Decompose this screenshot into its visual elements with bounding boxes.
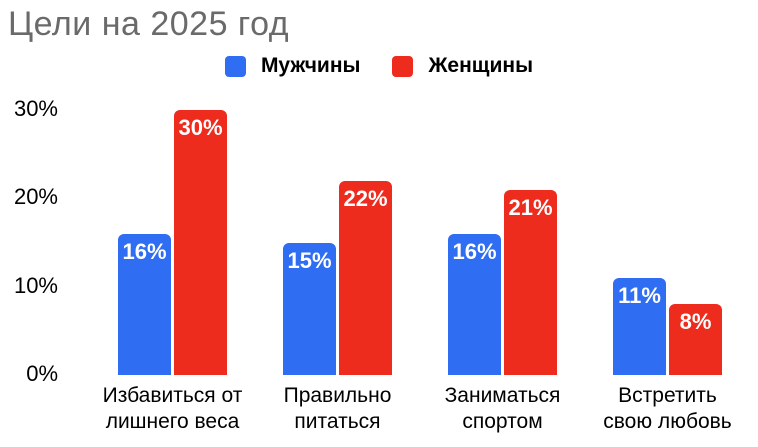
x-axis-label-line: лишнего веса xyxy=(105,410,240,433)
x-axis-label-line: спортом xyxy=(462,410,543,433)
bar-value-label: 15% xyxy=(287,248,332,273)
bar-value-label: 8% xyxy=(679,309,712,334)
legend-item-men: Мужчины xyxy=(224,54,361,78)
x-axis-label: Избавиться от лишнего веса xyxy=(90,383,255,435)
bar-value-label: 11% xyxy=(618,283,661,308)
bar-group: 11% 8% xyxy=(585,105,750,375)
bar-women: 21% xyxy=(504,190,557,375)
bar-value-label: 30% xyxy=(178,115,223,140)
legend-swatch-men-icon xyxy=(224,55,246,77)
x-axis-label: Заниматься спортом xyxy=(420,383,585,435)
bar-women: 30% xyxy=(174,110,227,375)
y-axis-tick-label: 10% xyxy=(13,273,58,298)
plot-area: 16% 30% 15% 22% 16% 21% 11% 8% xyxy=(90,105,750,375)
legend-label-men: Мужчины xyxy=(260,54,361,77)
bar-value-label: 16% xyxy=(122,239,167,264)
y-axis-tick-label: 20% xyxy=(13,184,58,209)
chart-title: Цели на 2025 год xyxy=(8,5,290,43)
x-axis-label: Правильно питаться xyxy=(255,383,420,435)
legend-swatch-women-icon xyxy=(392,55,414,77)
bar-value-label: 16% xyxy=(452,239,497,264)
x-axis-label: Встретить свою любовь xyxy=(585,383,750,435)
bar-men: 16% xyxy=(448,234,501,375)
y-axis-tick-label: 30% xyxy=(13,96,58,121)
x-axis-label-line: Встретить xyxy=(618,384,717,407)
legend-label-women: Женщины xyxy=(428,54,534,77)
y-axis-tick-label: 0% xyxy=(26,361,58,386)
x-axis-label-line: Заниматься xyxy=(444,384,561,407)
bar-men: 16% xyxy=(118,234,171,375)
bar-group: 15% 22% xyxy=(255,105,420,375)
bar-group: 16% 30% xyxy=(90,105,255,375)
x-axis: Избавиться от лишнего веса Правильно питать… xyxy=(90,383,750,435)
x-axis-label-line: Правильно xyxy=(283,384,392,407)
bar-value-label: 21% xyxy=(508,195,553,220)
bar-value-label: 22% xyxy=(343,186,388,211)
bar-women: 8% xyxy=(669,304,722,375)
x-axis-label-line: питаться xyxy=(294,410,381,433)
x-axis-label-line: Избавиться от xyxy=(102,384,243,407)
bar-men: 15% xyxy=(283,243,336,375)
x-axis-label-line: свою любовь xyxy=(603,410,732,433)
bar-men: 11% xyxy=(613,278,666,375)
legend-item-women: Женщины xyxy=(392,54,533,78)
bar-women: 22% xyxy=(339,181,392,375)
legend: Мужчины Женщины xyxy=(0,54,758,78)
bar-group: 16% 21% xyxy=(420,105,585,375)
